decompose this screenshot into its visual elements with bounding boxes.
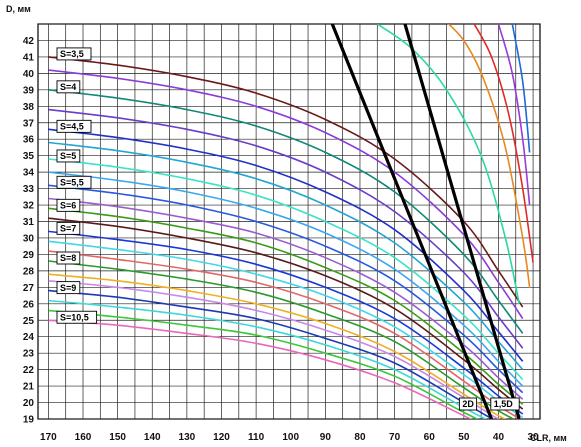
series-label: S=6 (60, 201, 76, 211)
x-tick-label: 50 (458, 432, 470, 443)
series-line-11 (48, 217, 524, 410)
series-label-box (490, 397, 520, 411)
y-tick-label: 36 (23, 135, 35, 146)
series-line-2 (48, 89, 524, 334)
y-tick-label: 39 (23, 85, 35, 96)
x-tick-label: 150 (109, 432, 126, 443)
series-label-box (458, 397, 478, 411)
y-tick-label: 42 (23, 36, 35, 47)
y-tick-label: 21 (23, 382, 35, 393)
y-tick-label: 30 (23, 233, 35, 244)
x-tick-label: 170 (40, 432, 57, 443)
series-label: S=4,5 (60, 122, 84, 132)
x-tick-label: 100 (282, 432, 299, 443)
series-label-box (56, 281, 81, 295)
series-line-0 (48, 56, 524, 308)
series-label: S=9 (60, 283, 76, 293)
series-label: 1,5D (494, 399, 514, 409)
y-axis-title: D, мм (6, 4, 31, 14)
x-tick-label: 160 (75, 432, 92, 443)
series-line-21 (48, 319, 473, 419)
y-tick-label: 33 (23, 184, 35, 195)
series-line-20 (48, 309, 479, 419)
y-tick-label: 24 (23, 332, 35, 343)
y-tick-label: 38 (23, 102, 35, 113)
reference-lines (330, 24, 521, 419)
series-line-18 (48, 289, 494, 419)
series-line-27 (511, 24, 531, 153)
series-line-13 (48, 240, 524, 419)
series-line-6 (48, 158, 524, 381)
series-label-box (56, 175, 92, 189)
y-tick-label: 20 (23, 398, 35, 409)
y-tick-label: 19 (23, 415, 35, 426)
series-label: S=3,5 (60, 49, 84, 59)
x-tick-label: 90 (320, 432, 332, 443)
y-tick-label: 22 (23, 365, 35, 376)
series-line-7 (48, 171, 524, 387)
reference-line-1 (403, 24, 521, 419)
series-label-box (56, 251, 81, 265)
y-tick-label: 40 (23, 69, 35, 80)
series-label-box (56, 310, 98, 324)
y-tick-label: 28 (23, 266, 35, 277)
series-line-9 (48, 197, 524, 400)
series-label-box (56, 47, 92, 61)
series-line-19 (48, 299, 487, 419)
series-line-8 (48, 184, 524, 394)
y-tick-label: 41 (23, 52, 35, 63)
series-label-box (56, 119, 92, 133)
series-label: S=5 (60, 151, 76, 161)
series-label: S=5,5 (60, 177, 84, 187)
series-line-5 (48, 141, 524, 371)
series-curves (48, 24, 534, 419)
series-line-14 (48, 250, 522, 419)
y-tick-label: 35 (23, 151, 35, 162)
y-tick-label: 32 (23, 201, 35, 212)
x-tick-label: 70 (389, 432, 401, 443)
y-tick-label: 23 (23, 349, 35, 360)
x-tick-labels: 170 160 150 140 130 120 110 100 90 80 70 60 50 40 30 (40, 432, 539, 443)
series-line-25 (473, 24, 534, 263)
y-tick-label: 27 (23, 283, 35, 294)
y-tick-label: 29 (23, 250, 35, 261)
series-line-12 (48, 230, 524, 415)
x-tick-label: 130 (179, 432, 196, 443)
series-labels: S=3,5 S=4 S=4,5 S=5 S=5,5 S=6 S=7 S=8 S=9 S=10,5 2… (56, 47, 520, 411)
series-line-26 (497, 24, 531, 206)
y-tick-label: 26 (23, 299, 35, 310)
series-label-box (56, 198, 81, 212)
x-tick-label: 40 (493, 432, 505, 443)
y-tick-label: 34 (23, 168, 35, 179)
series-label-box (56, 221, 81, 235)
y-tick-label: 25 (23, 316, 35, 327)
y-tick-labels: 19 20 21 22 23 24 25 26 27 28 29 30 31 32 33 34 35 36 37 38… (23, 36, 35, 426)
series-label: 2D (462, 399, 474, 409)
x-tick-label: 110 (248, 432, 265, 443)
series-label: S=10,5 (60, 312, 89, 322)
series-label: S=7 (60, 224, 76, 234)
series-line-1 (48, 69, 524, 320)
x-tick-label: 140 (144, 432, 161, 443)
series-label-box (56, 80, 81, 94)
x-tick-label: 120 (213, 432, 230, 443)
series-label-box (56, 149, 81, 163)
x-tick-label: 80 (354, 432, 366, 443)
series-line-10 (48, 207, 524, 405)
y-tick-label: 37 (23, 118, 35, 129)
series-line-17 (48, 280, 501, 419)
x-tick-label: 30 (528, 432, 540, 443)
series-label: S=8 (60, 253, 76, 263)
series-label: S=4 (60, 82, 76, 92)
y-tick-label: 31 (23, 217, 35, 228)
x-tick-label: 60 (424, 432, 436, 443)
series-line-4 (48, 128, 524, 362)
series-line-24 (447, 24, 531, 288)
reference-line-0 (330, 24, 494, 419)
x-axis-title: CLR, мм (530, 433, 567, 443)
